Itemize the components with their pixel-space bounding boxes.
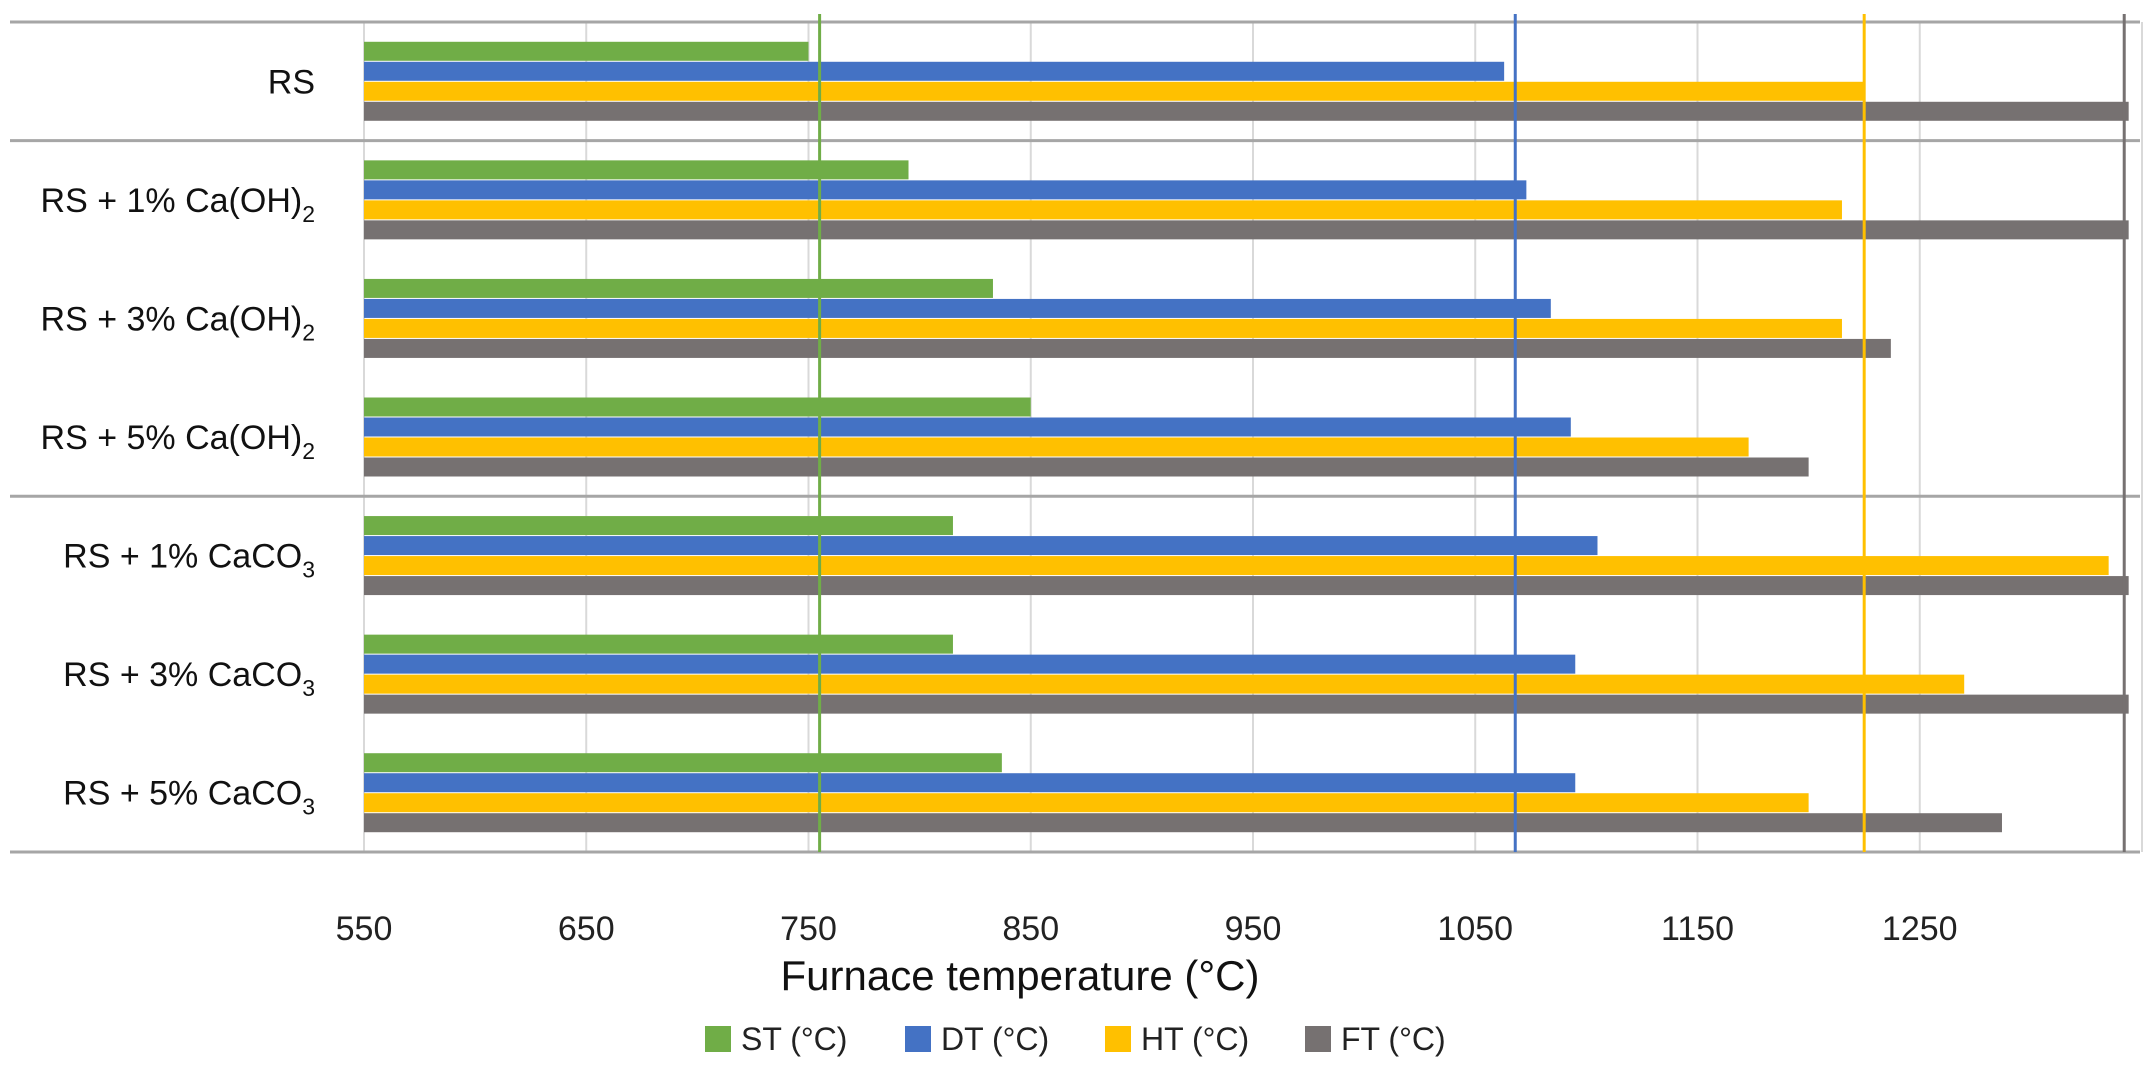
legend-swatch-dt	[905, 1026, 931, 1052]
category-label-6: RS + 5% CaCO3	[63, 775, 315, 820]
category-label-subscript: 2	[302, 319, 315, 345]
x-tick-label-950: 950	[1225, 910, 1282, 948]
category-label-subscript: 3	[302, 675, 315, 701]
category-label-subscript: 2	[302, 201, 315, 227]
category-label-main: RS + 3% Ca(OH)	[41, 300, 303, 338]
category-label-3: RS + 5% Ca(OH)2	[41, 419, 315, 464]
category-label-5: RS + 3% CaCO3	[63, 656, 315, 701]
legend-swatch-st	[705, 1026, 731, 1052]
bar-dt-cat-4	[364, 536, 1598, 556]
bar-ht-cat-6	[364, 793, 1809, 813]
bar-ht-cat-3	[364, 437, 1749, 457]
x-tick-label-550: 550	[336, 910, 393, 948]
category-label-main: RS	[268, 63, 315, 101]
bars	[364, 41, 2129, 833]
x-tick-label-850: 850	[1002, 910, 1059, 948]
category-label-main: RS + 1% Ca(OH)	[41, 182, 303, 220]
legend-label-ht: HT (°C)	[1141, 1021, 1249, 1057]
bar-ft-cat-5	[364, 694, 2129, 714]
bar-dt-cat-1	[364, 180, 1527, 200]
bar-ft-cat-6	[364, 813, 2002, 833]
bar-st-cat-2	[364, 278, 993, 298]
category-label-main: RS + 3% CaCO	[63, 656, 302, 694]
category-label-1: RS + 1% Ca(OH)2	[41, 182, 315, 227]
x-tick-label-650: 650	[558, 910, 615, 948]
legend-label-st: ST (°C)	[741, 1021, 847, 1057]
chart-frame	[10, 20, 2140, 854]
bar-dt-cat-6	[364, 773, 1576, 793]
bar-dt-cat-3	[364, 417, 1571, 437]
bar-st-cat-6	[364, 753, 1002, 773]
category-label-main: RS + 1% CaCO	[63, 538, 302, 576]
x-axis-title: Furnace temperature (°C)	[781, 952, 1260, 999]
category-label-subscript: 3	[302, 557, 315, 583]
bar-ht-cat-4	[364, 556, 2109, 576]
x-tick-label-1150: 1150	[1661, 910, 1734, 948]
legend-swatch-ft	[1305, 1026, 1331, 1052]
bar-ht-cat-2	[364, 318, 1842, 338]
bar-st-cat-3	[364, 397, 1031, 417]
bar-dt-cat-0	[364, 61, 1505, 81]
bar-st-cat-0	[364, 41, 809, 61]
bar-dt-cat-5	[364, 654, 1576, 674]
x-tick-label-1250: 1250	[1882, 910, 1958, 948]
legend: ST (°C) DT (°C) HT (°C) FT (°C)	[705, 1021, 1446, 1057]
category-label-2: RS + 3% Ca(OH)2	[41, 300, 315, 345]
category-label-subscript: 3	[302, 794, 315, 820]
bar-st-cat-5	[364, 634, 953, 654]
bar-ft-cat-1	[364, 220, 2129, 240]
bar-ft-cat-2	[364, 338, 1891, 358]
bar-ht-cat-0	[364, 81, 1865, 101]
bar-ft-cat-4	[364, 576, 2129, 596]
bar-ht-cat-5	[364, 674, 1965, 694]
category-label-0: RS	[268, 63, 315, 101]
bar-ft-cat-3	[364, 457, 1809, 477]
category-label-4: RS + 1% CaCO3	[63, 538, 315, 583]
x-tick-labels: 550 650 750 850 950 1050 1150 1250	[336, 910, 1958, 948]
bar-ft-cat-0	[364, 101, 2129, 121]
legend-label-dt: DT (°C)	[941, 1021, 1049, 1057]
category-label-main: RS + 5% CaCO	[63, 775, 302, 813]
bar-st-cat-1	[364, 160, 909, 180]
gridlines	[363, 22, 2143, 852]
bar-st-cat-4	[364, 516, 953, 536]
bar-ht-cat-1	[364, 200, 1842, 220]
category-label-main: RS + 5% Ca(OH)	[41, 419, 303, 457]
legend-label-ft: FT (°C)	[1341, 1021, 1446, 1057]
category-label-subscript: 2	[302, 438, 315, 464]
legend-swatch-ht	[1105, 1026, 1131, 1052]
bar-dt-cat-2	[364, 298, 1551, 318]
x-tick-label-1050: 1050	[1437, 910, 1513, 948]
reference-lines	[818, 14, 2126, 852]
x-tick-label-750: 750	[780, 910, 837, 948]
